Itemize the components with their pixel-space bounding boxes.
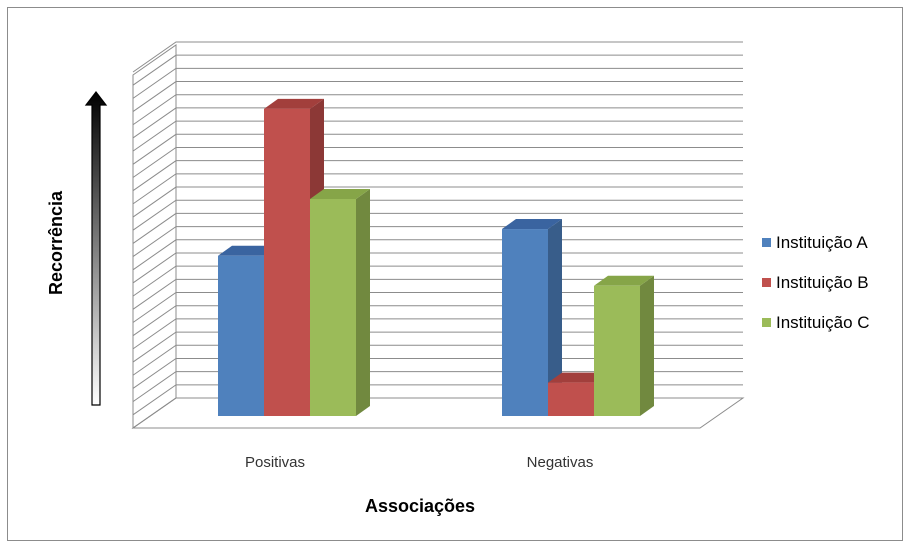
- gridline: [133, 147, 743, 177]
- legend: Instituição A Instituição B Instituição C: [762, 233, 870, 332]
- bars: [218, 99, 654, 416]
- bar-front: [264, 109, 310, 416]
- category-label: Positivas: [245, 454, 305, 471]
- legend-item: Instituição B: [762, 273, 869, 292]
- gridline: [133, 42, 743, 72]
- gridline: [133, 68, 743, 98]
- gridline: [133, 95, 743, 125]
- bar-front: [218, 256, 264, 416]
- y-axis-label: Recorrência: [46, 190, 66, 295]
- gridline: [133, 55, 743, 85]
- legend-label: Instituição C: [776, 313, 870, 332]
- gridline: [133, 161, 743, 191]
- legend-swatch: [762, 238, 771, 247]
- bar-front: [310, 199, 356, 416]
- bar-front: [594, 286, 640, 416]
- arrow-up-icon: [86, 92, 106, 405]
- bar-front: [502, 229, 548, 416]
- legend-swatch: [762, 318, 771, 327]
- legend-item: Instituição A: [762, 233, 868, 252]
- gridline: [133, 134, 743, 164]
- bar-side: [356, 189, 370, 416]
- bar-side: [640, 276, 654, 416]
- legend-label: Instituição A: [776, 233, 868, 252]
- bar-front: [548, 383, 594, 416]
- gridline: [133, 187, 743, 217]
- gridline: [133, 174, 743, 204]
- gridline: [133, 213, 743, 243]
- y-axis-arrow: [86, 92, 106, 405]
- legend-swatch: [762, 278, 771, 287]
- legend-label: Instituição B: [776, 273, 869, 292]
- x-axis-label: Associações: [365, 496, 475, 516]
- gridline: [133, 121, 743, 151]
- category-label: Negativas: [527, 454, 594, 471]
- category-labels: Positivas Negativas: [245, 454, 593, 471]
- legend-item: Instituição C: [762, 313, 870, 332]
- gridline: [133, 82, 743, 112]
- gridline: [133, 108, 743, 138]
- bar: [594, 276, 654, 416]
- gridline: [133, 200, 743, 230]
- bar: [310, 189, 370, 416]
